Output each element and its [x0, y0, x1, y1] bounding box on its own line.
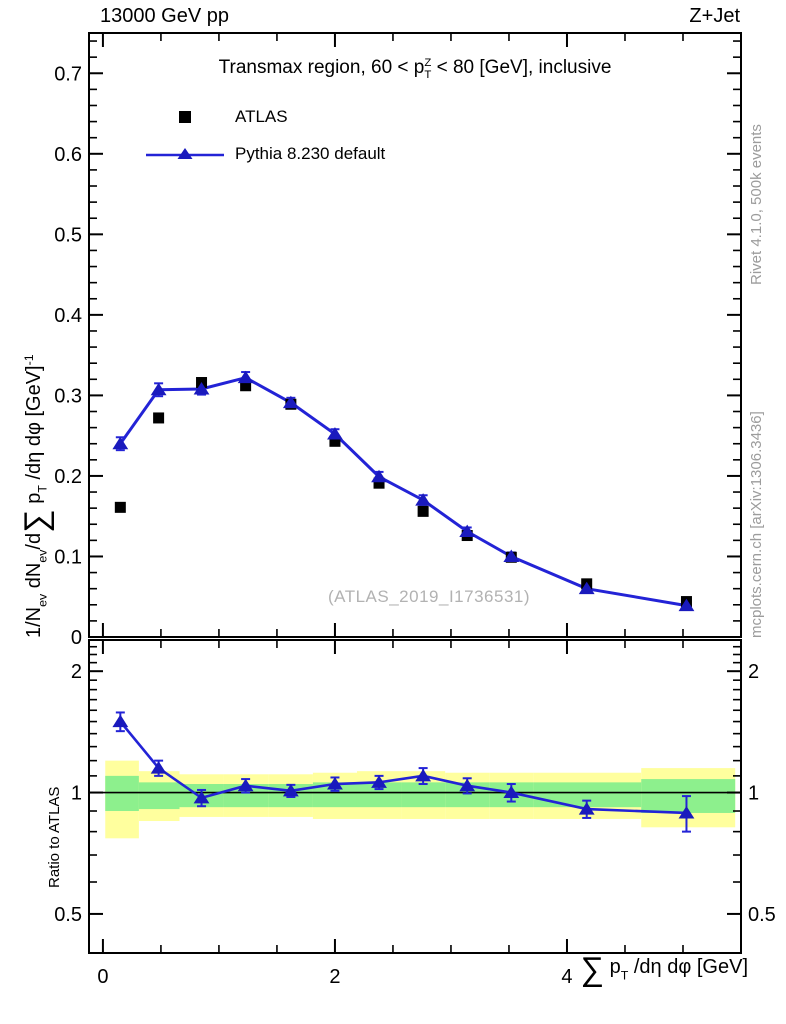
- y-tick-label: 0.6: [54, 144, 82, 166]
- main-panel-frame: [88, 32, 742, 638]
- pythia-triangle-marker: [327, 777, 343, 790]
- y-tick-label: 0.4: [54, 305, 82, 327]
- ratio-tick-label-right: 2: [748, 661, 759, 683]
- pythia-triangle-marker: [459, 778, 476, 792]
- ratio-polyline: [119, 720, 687, 815]
- y-axis-label-ratio: Ratio to ATLAS: [46, 786, 63, 888]
- ratio-line: [119, 720, 687, 815]
- panel-frames: [88, 32, 742, 954]
- legend-entry-atlas: ATLAS: [146, 98, 385, 135]
- atlas-square-marker: [114, 501, 126, 513]
- pythia-triangle-marker: [150, 382, 167, 396]
- pythia-triangle-marker: [503, 549, 520, 562]
- ratio-uncertainty-bands: [89, 760, 741, 839]
- y-tick-label: 0: [71, 627, 82, 649]
- ratio-tick-label-left: 0.5: [54, 904, 82, 926]
- tick-labels: 0 0.1 0.2 0.3 0.4 0.5 0.6 0.7 0 2 4 0.5 0.5 1 1 2 2: [54, 63, 776, 988]
- mcplots-reference-note: mcplots.cern.ch [arXiv:1306.3436]: [748, 411, 765, 638]
- atlas-square-marker: [240, 380, 252, 392]
- pythia-triangle-marker: [678, 598, 695, 612]
- legend-label-atlas: ATLAS: [235, 106, 288, 126]
- pythia-triangle-marker: [678, 806, 695, 819]
- legend-entry-pythia: Pythia 8.230 default: [146, 135, 385, 172]
- pythia-triangle-marker: [578, 802, 595, 815]
- pythia-triangle-marker: [150, 761, 167, 774]
- analysis-watermark: (ATLAS_2019_I1736531): [327, 587, 531, 606]
- atlas-points: [114, 377, 692, 608]
- y-tick-label: 0.1: [54, 546, 82, 568]
- pythia-triangle-marker: [193, 790, 210, 804]
- pythia-triangle-marker: [327, 427, 343, 440]
- pythia-triangle-marker: [282, 783, 299, 797]
- header-beam-energy: 13000 GeV pp: [100, 5, 229, 27]
- y-tick-label: 0.7: [54, 63, 82, 85]
- blue-line-triangle-marker-icon: [146, 146, 224, 162]
- atlas-square-marker: [373, 477, 385, 489]
- pythia-triangle-marker: [503, 785, 520, 799]
- band-green: [401, 782, 446, 808]
- band-green: [138, 782, 180, 810]
- axis-ticks: [89, 33, 741, 954]
- pythia-triangle-marker: [578, 581, 595, 595]
- pythia-triangle-marker: [415, 768, 432, 782]
- ratio-tick-label-right: 1: [748, 783, 759, 805]
- x-tick-label: 4: [561, 966, 572, 988]
- pythia-triangle-marker: [459, 524, 476, 538]
- rivet-version-note: Rivet 4.1.0, 500k events: [748, 124, 765, 285]
- legend-label-pythia: Pythia 8.230 default: [235, 143, 386, 163]
- band-green: [105, 775, 139, 812]
- pythia-triangle-marker: [371, 775, 387, 788]
- x-axis-label: ∑ pT /dη dφ [GeV]: [580, 950, 749, 987]
- atlas-square-marker: [153, 412, 165, 424]
- pythia-triangle-marker: [112, 714, 129, 728]
- x-tick-label: 2: [329, 966, 340, 988]
- ratio-tick-label-left: 1: [71, 783, 82, 805]
- ratio-panel-frame: [88, 639, 742, 954]
- black-square-marker-icon: [146, 109, 224, 125]
- ratio-points: [112, 714, 695, 819]
- y-tick-label: 0.2: [54, 466, 82, 488]
- legend: ATLAS Pythia 8.230 default: [146, 98, 385, 172]
- pythia-triangle-marker: [282, 395, 299, 409]
- x-tick-label: 0: [97, 966, 108, 988]
- pythia-polyline: [119, 376, 687, 608]
- header-process: Z+Jet: [689, 5, 740, 27]
- pythia-triangle-marker: [415, 493, 432, 506]
- pythia-triangle-marker: [112, 436, 129, 450]
- ratio-tick-label-left: 2: [71, 661, 82, 683]
- pythia-line-main: [119, 376, 687, 608]
- ratio-tick-label-right: 0.5: [748, 904, 776, 926]
- y-tick-label: 0.5: [54, 224, 82, 246]
- pythia-triangle-marker: [193, 382, 210, 395]
- pythia-triangle-marker: [237, 370, 254, 384]
- atlas-square-marker: [329, 435, 341, 447]
- pythia-triangle-marker: [371, 469, 387, 483]
- pythia-triangle-marker: [237, 778, 254, 792]
- atlas-square-marker: [417, 505, 429, 517]
- y-axis-label-main: 1/Nev dNev/d∑ pT /dη dφ [GeV]-1: [17, 354, 55, 638]
- y-tick-label: 0.3: [54, 385, 82, 407]
- pythia-points-main: [112, 370, 695, 612]
